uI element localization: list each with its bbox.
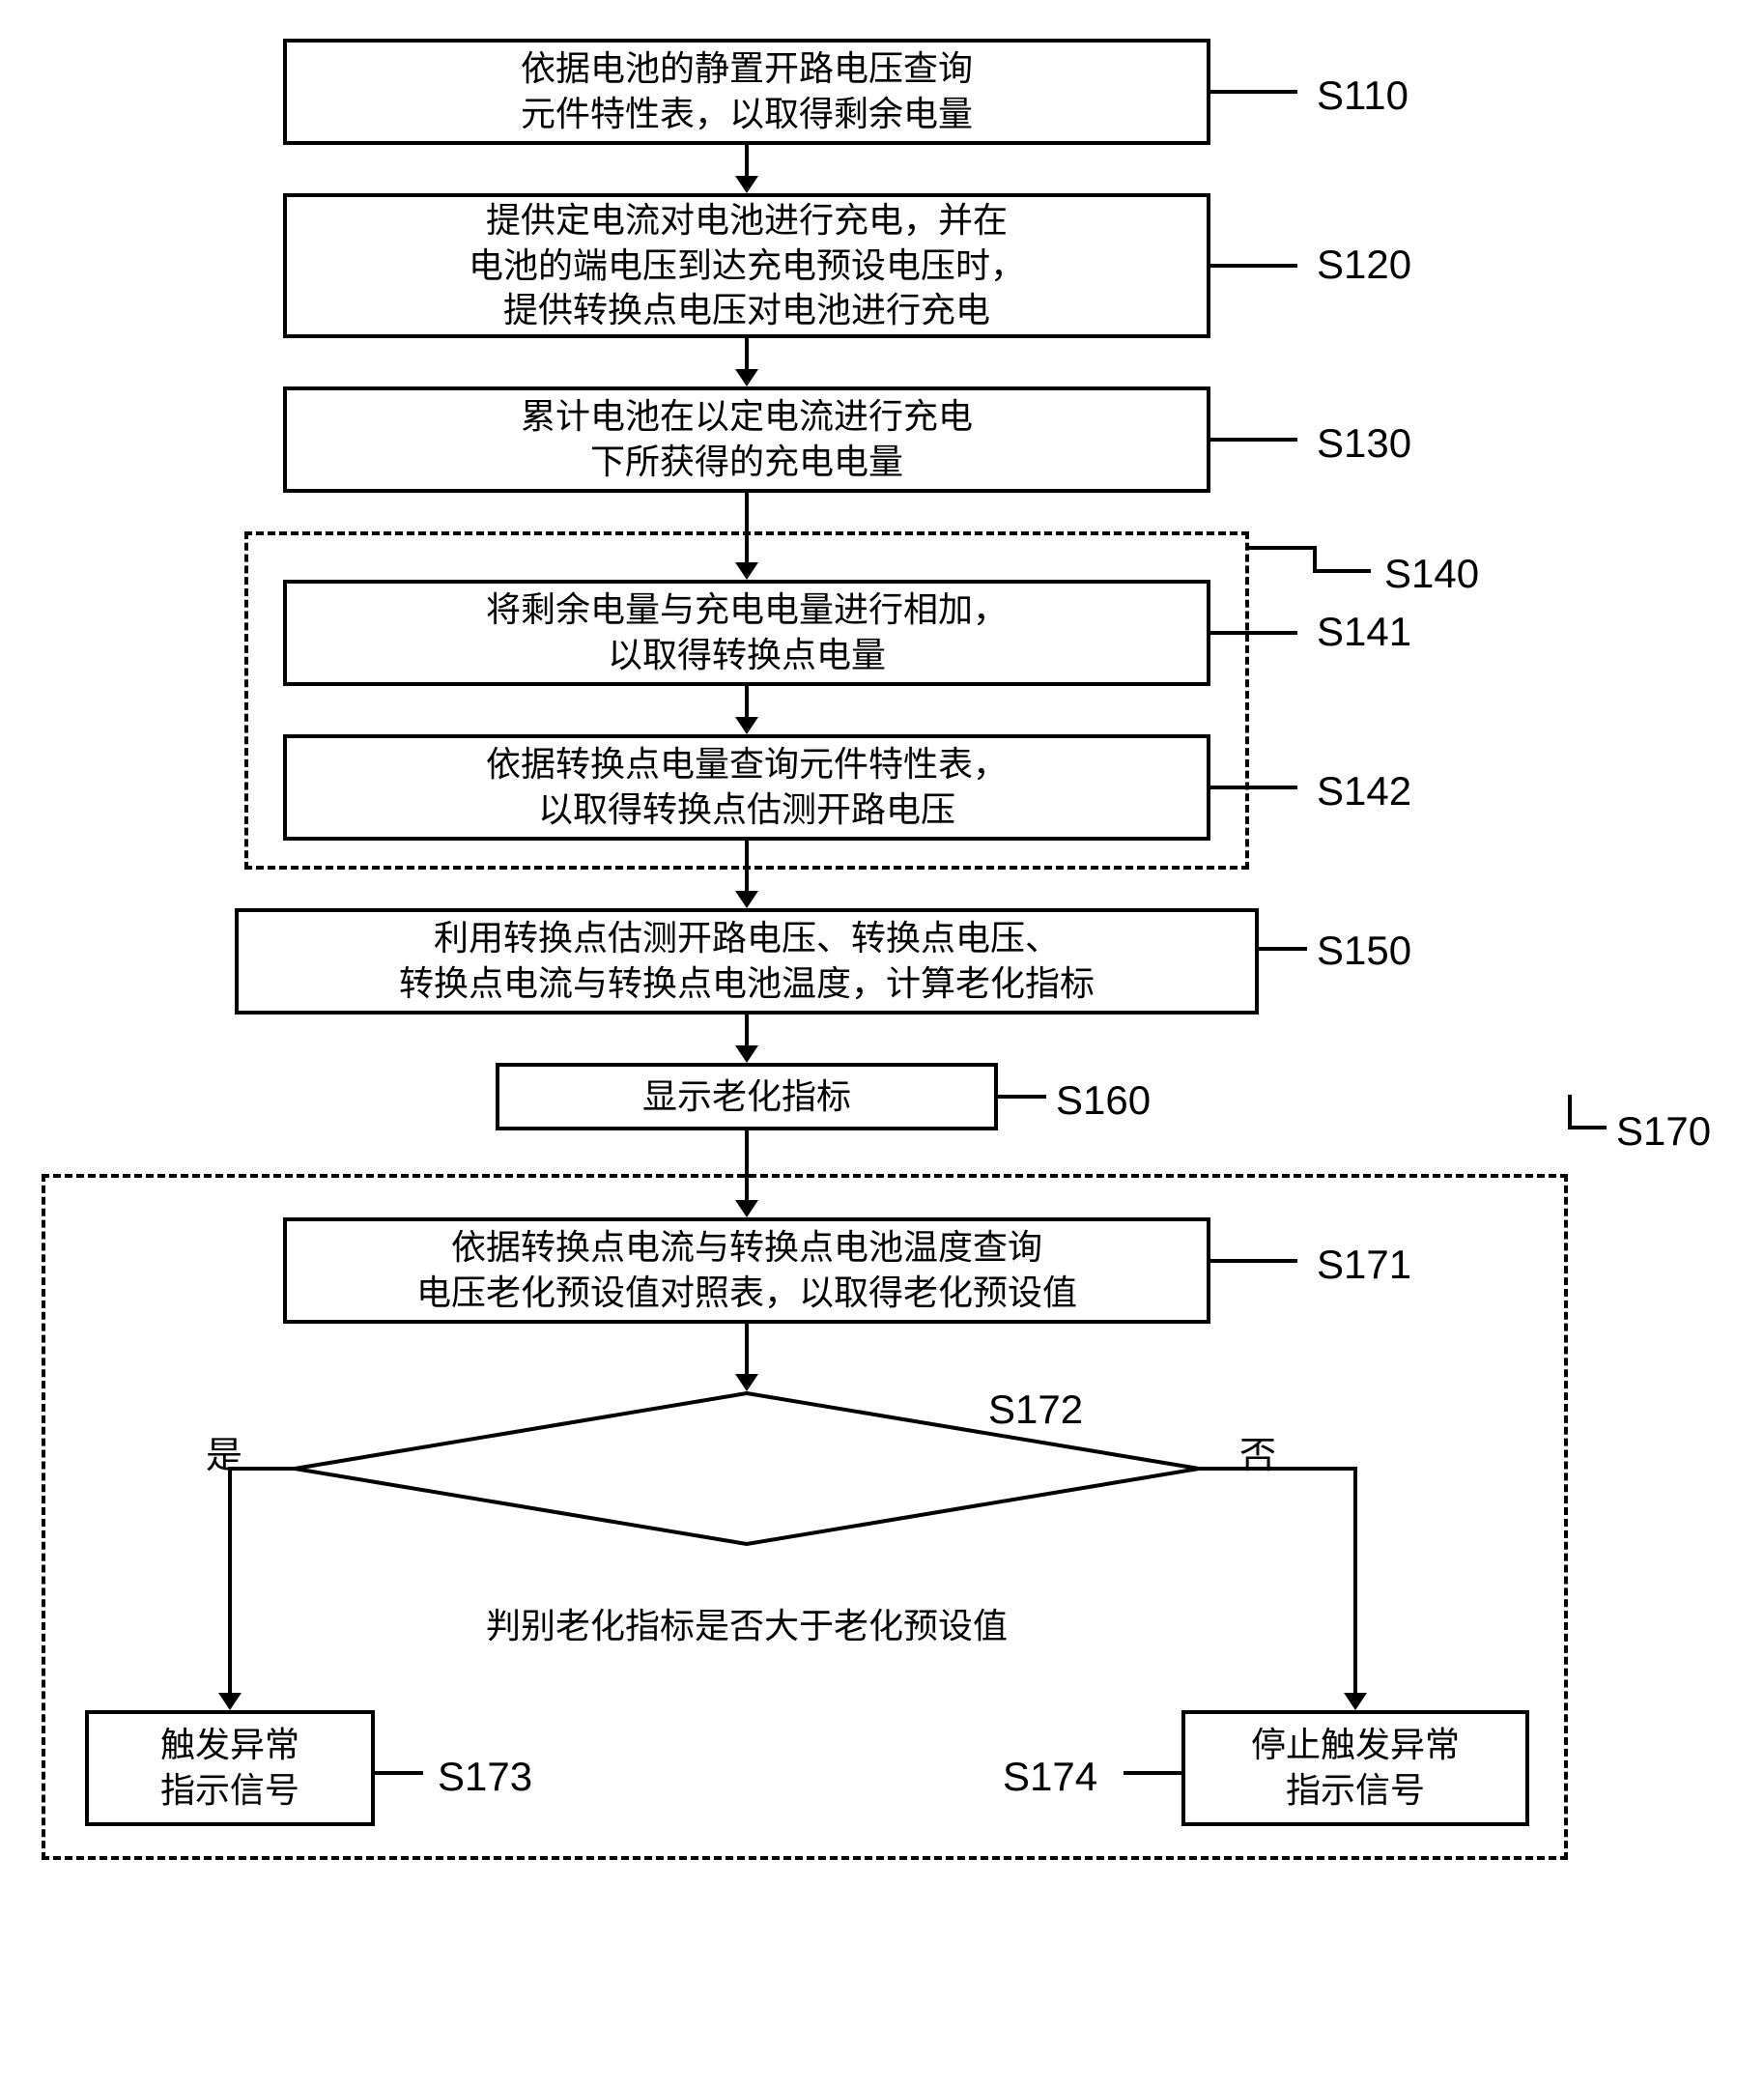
decision-text: 判别老化指标是否大于老化预设值 <box>486 1598 1008 1648</box>
arrow-line <box>745 841 749 893</box>
step-s130: 累计电池在以定电流进行充电下所获得的充电电量 <box>283 386 1210 493</box>
label-s120: S120 <box>1317 242 1411 288</box>
arrow-head <box>735 1045 758 1063</box>
flowchart-root: 依据电池的静置开路电压查询元件特性表，以取得剩余电量 提供定电流对电池进行充电，… <box>22 39 1742 2048</box>
label-s140: S140 <box>1384 551 1479 597</box>
step-s173: 触发异常指示信号 <box>85 1710 375 1826</box>
step-text: 依据电池的静置开路电压查询元件特性表，以取得剩余电量 <box>521 46 973 137</box>
arrow-head <box>735 717 758 734</box>
step-s141: 将剩余电量与充电电量进行相加，以取得转换点电量 <box>283 580 1210 686</box>
step-text: 累计电池在以定电流进行充电下所获得的充电电量 <box>521 394 973 485</box>
label-connector <box>375 1771 423 1775</box>
label-connector <box>1210 90 1297 94</box>
label-s142: S142 <box>1317 768 1411 815</box>
arrow-line <box>745 1015 749 1047</box>
step-text: 触发异常指示信号 <box>160 1723 299 1814</box>
arrow-head <box>218 1693 242 1710</box>
label-s130: S130 <box>1317 420 1411 467</box>
arrow-head <box>1344 1693 1367 1710</box>
step-s171: 依据转换点电流与转换点电池温度查询电压老化预设值对照表，以取得老化预设值 <box>283 1217 1210 1324</box>
branch-yes-v <box>228 1467 232 1695</box>
label-connector <box>1210 786 1297 789</box>
step-s174: 停止触发异常指示信号 <box>1181 1710 1529 1826</box>
label-s172: S172 <box>988 1387 1083 1433</box>
label-connector <box>1313 569 1371 573</box>
arrow-line <box>745 145 749 178</box>
label-connector <box>1124 1771 1181 1775</box>
label-connector <box>1259 947 1307 951</box>
label-connector <box>1210 438 1297 442</box>
label-connector <box>998 1095 1046 1099</box>
arrow-line <box>745 338 749 371</box>
label-s150: S150 <box>1317 928 1411 974</box>
step-text: 显示老化指标 <box>642 1074 851 1120</box>
label-s171: S171 <box>1317 1242 1411 1288</box>
label-connector <box>1568 1095 1572 1129</box>
label-s110: S110 <box>1317 72 1408 119</box>
label-s170: S170 <box>1616 1108 1711 1155</box>
arrow-head <box>735 562 758 580</box>
arrow-head <box>735 1200 758 1217</box>
arrow-line <box>745 493 749 564</box>
arrow-head <box>735 176 758 193</box>
label-connector <box>1210 264 1297 268</box>
arrow-line <box>745 1130 749 1202</box>
step-s120: 提供定电流对电池进行充电，并在电池的端电压到达充电预设电压时，提供转换点电压对电… <box>283 193 1210 338</box>
step-text: 依据转换点电流与转换点电池温度查询电压老化预设值对照表，以取得老化预设值 <box>416 1225 1077 1316</box>
label-connector <box>1210 631 1297 635</box>
step-text: 利用转换点估测开路电压、转换点电压、转换点电流与转换点电池温度，计算老化指标 <box>399 916 1095 1007</box>
step-text: 停止触发异常指示信号 <box>1251 1723 1460 1814</box>
arrow-line <box>745 1324 749 1376</box>
label-connector <box>1568 1126 1607 1129</box>
step-s150: 利用转换点估测开路电压、转换点电压、转换点电流与转换点电池温度，计算老化指标 <box>235 908 1259 1015</box>
label-s141: S141 <box>1317 609 1411 655</box>
step-s110: 依据电池的静置开路电压查询元件特性表，以取得剩余电量 <box>283 39 1210 145</box>
label-connector <box>1210 1259 1297 1263</box>
step-s160: 显示老化指标 <box>496 1063 998 1130</box>
arrow-head <box>735 891 758 908</box>
branch-no-v <box>1353 1467 1357 1695</box>
step-text: 依据转换点电量查询元件特性表，以取得转换点估测开路电压 <box>486 742 1008 833</box>
step-s142: 依据转换点电量查询元件特性表，以取得转换点估测开路电压 <box>283 734 1210 841</box>
step-text: 提供定电流对电池进行充电，并在电池的端电压到达充电预设电压时，提供转换点电压对电… <box>469 198 1025 333</box>
arrow-line <box>745 686 749 719</box>
label-connector <box>1249 546 1317 550</box>
label-s173: S173 <box>438 1754 532 1800</box>
step-text: 将剩余电量与充电电量进行相加，以取得转换点电量 <box>486 587 1008 678</box>
label-no: 否 <box>1239 1425 1276 1478</box>
label-yes: 是 <box>206 1425 242 1478</box>
label-s174: S174 <box>1003 1754 1097 1800</box>
arrow-head <box>735 1374 758 1391</box>
label-s160: S160 <box>1056 1077 1151 1124</box>
arrow-head <box>735 369 758 386</box>
